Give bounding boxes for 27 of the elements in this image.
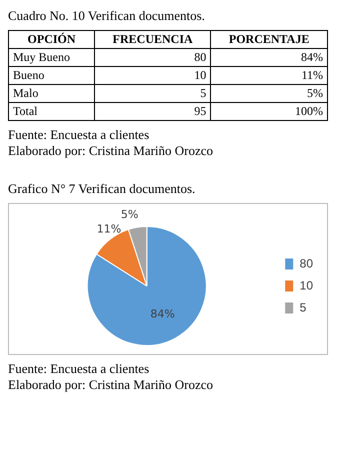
text: Elaborado por: Cristina Mariño Orozco <box>8 143 214 159</box>
data-label: 5% <box>120 208 138 222</box>
text: FRECUENCIA <box>94 30 211 48</box>
chart-title: Grafico N° 7 Verifican documentos. <box>8 181 196 197</box>
data-label: 10 <box>94 66 211 84</box>
data-label: 5 <box>94 84 211 102</box>
data-label: 11% <box>96 222 122 236</box>
data-label: 11% <box>210 66 328 84</box>
legend-label: 10 <box>300 278 314 292</box>
category-label: Total <box>8 102 95 120</box>
category-label: Malo <box>8 84 95 102</box>
source-note: Fuente: Encuesta a clientes <box>8 361 150 377</box>
text: OPCIÓN <box>8 30 95 48</box>
data-label: 5% <box>210 84 328 102</box>
category-label: Bueno <box>8 66 95 84</box>
data-label: 95 <box>94 102 211 120</box>
text: Elaborado por: Cristina Mariño Orozco <box>8 377 214 393</box>
data-label: 84% <box>210 48 328 66</box>
legend-label: 80 <box>300 256 314 270</box>
data-label: 84% <box>150 308 175 321</box>
text: Cuadro No. 10 Verifican documentos. <box>8 8 206 24</box>
data-label: 80 <box>94 48 211 66</box>
data-label: 100% <box>210 102 328 120</box>
source-note: Fuente: Encuesta a clientes <box>8 127 150 143</box>
legend-label: 5 <box>300 300 307 314</box>
text: PORCENTAJE <box>210 30 328 48</box>
category-label: Muy Bueno <box>8 48 95 66</box>
